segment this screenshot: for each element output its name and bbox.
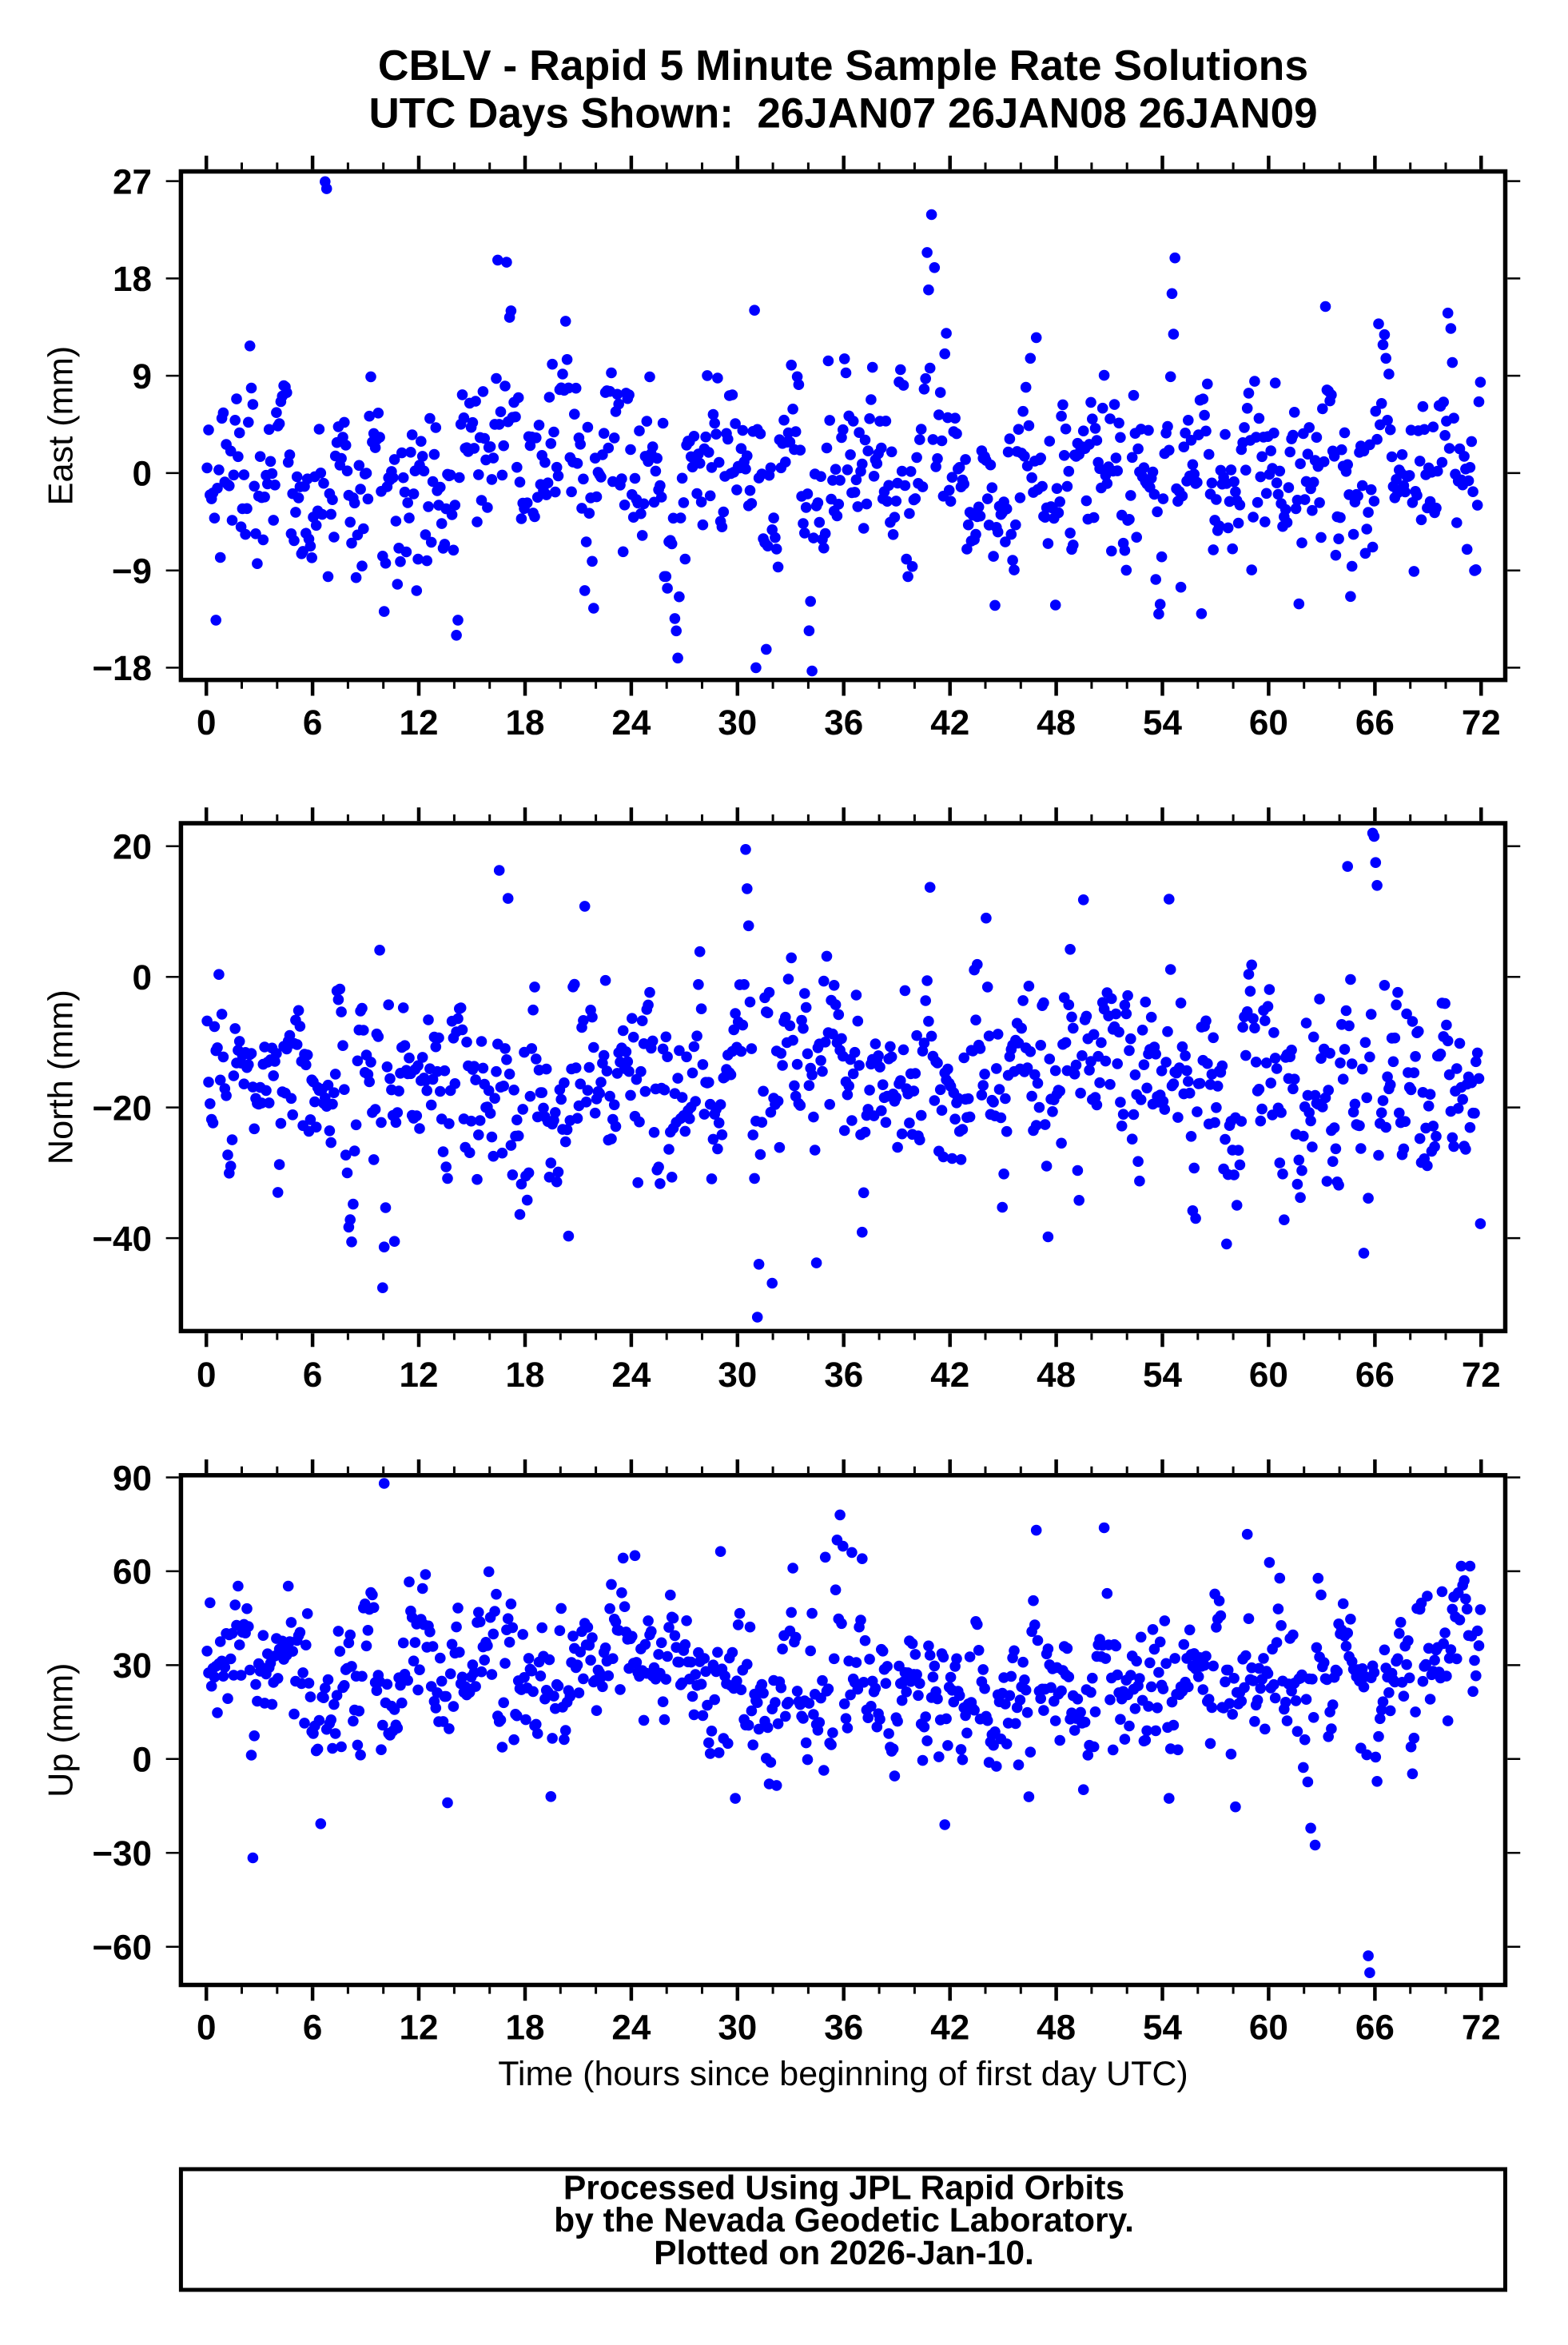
svg-text:6: 6	[303, 703, 322, 743]
svg-text:90: 90	[113, 1459, 152, 1498]
svg-text:by the Nevada Geodetic Laborat: by the Nevada Geodetic Laboratory.	[554, 2201, 1134, 2239]
svg-text:−30: −30	[92, 1834, 152, 1873]
svg-text:36: 36	[824, 703, 863, 743]
svg-text:−20: −20	[92, 1089, 152, 1128]
svg-text:0: 0	[197, 1356, 216, 1395]
svg-text:18: 18	[506, 1356, 545, 1395]
svg-text:0: 0	[133, 455, 152, 494]
svg-text:18: 18	[506, 703, 545, 743]
svg-text:UTC Days Shown: 26JAN07 26JAN: UTC Days Shown: 26JAN07 26JAN08 26JAN09	[368, 90, 1317, 137]
svg-text:48: 48	[1037, 2009, 1076, 2048]
svg-text:60: 60	[1249, 2009, 1288, 2048]
svg-text:6: 6	[303, 1356, 322, 1395]
svg-text:0: 0	[133, 958, 152, 997]
svg-text:North (mm): North (mm)	[42, 989, 81, 1165]
svg-text:Plotted on 2026-Jan-10.: Plotted on 2026-Jan-10.	[654, 2234, 1034, 2272]
svg-text:66: 66	[1355, 1356, 1395, 1395]
svg-text:18: 18	[506, 2009, 545, 2048]
svg-text:Up (mm): Up (mm)	[42, 1663, 81, 1798]
svg-text:48: 48	[1037, 1356, 1076, 1395]
svg-text:Time (hours since beginning of: Time (hours since beginning of first day…	[498, 2055, 1188, 2093]
svg-text:27: 27	[113, 162, 152, 201]
svg-text:24: 24	[611, 703, 651, 743]
svg-text:12: 12	[400, 2009, 439, 2048]
svg-text:18: 18	[113, 260, 152, 299]
svg-text:East (mm): East (mm)	[42, 346, 81, 506]
svg-text:36: 36	[824, 1356, 863, 1395]
svg-text:9: 9	[133, 357, 152, 396]
svg-text:30: 30	[113, 1646, 152, 1686]
svg-text:24: 24	[611, 1356, 651, 1395]
svg-text:12: 12	[400, 703, 439, 743]
svg-text:42: 42	[930, 1356, 969, 1395]
svg-text:60: 60	[113, 1553, 152, 1592]
svg-text:0: 0	[197, 2009, 216, 2048]
svg-text:54: 54	[1143, 703, 1182, 743]
svg-text:30: 30	[718, 1356, 757, 1395]
svg-text:Processed Using JPL Rapid Orbi: Processed Using JPL Rapid Orbits	[563, 2169, 1124, 2208]
svg-text:−60: −60	[92, 1929, 152, 1968]
svg-text:−18: −18	[92, 649, 152, 688]
svg-text:72: 72	[1462, 2009, 1501, 2048]
svg-text:0: 0	[133, 1741, 152, 1780]
svg-text:36: 36	[824, 2009, 863, 2048]
svg-text:42: 42	[930, 2009, 969, 2048]
svg-text:54: 54	[1143, 1356, 1182, 1395]
svg-text:−9: −9	[112, 552, 152, 591]
svg-text:66: 66	[1355, 703, 1395, 743]
svg-text:72: 72	[1462, 703, 1501, 743]
svg-text:42: 42	[930, 703, 969, 743]
svg-text:30: 30	[718, 2009, 757, 2048]
svg-text:60: 60	[1249, 703, 1288, 743]
svg-text:24: 24	[611, 2009, 651, 2048]
svg-text:72: 72	[1462, 1356, 1501, 1395]
svg-text:12: 12	[400, 1356, 439, 1395]
svg-text:60: 60	[1249, 1356, 1288, 1395]
svg-text:6: 6	[303, 2009, 322, 2048]
svg-text:48: 48	[1037, 703, 1076, 743]
svg-text:−40: −40	[92, 1220, 152, 1259]
svg-text:CBLV - Rapid 5 Minute Sample R: CBLV - Rapid 5 Minute Sample Rate Soluti…	[378, 42, 1308, 90]
svg-text:54: 54	[1143, 2009, 1182, 2048]
svg-text:66: 66	[1355, 2009, 1395, 2048]
svg-text:30: 30	[718, 703, 757, 743]
svg-text:0: 0	[197, 703, 216, 743]
svg-text:20: 20	[113, 828, 152, 867]
